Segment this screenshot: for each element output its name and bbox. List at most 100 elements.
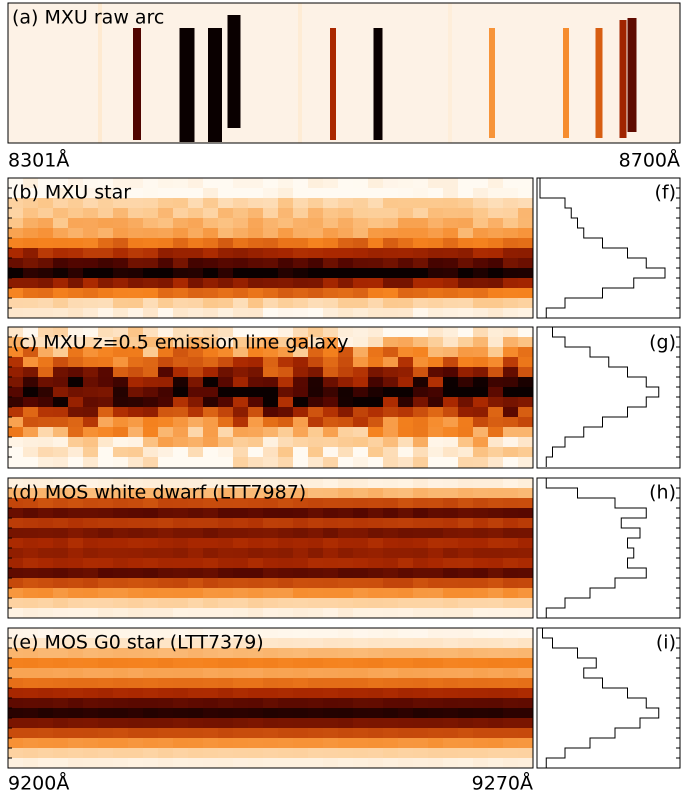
pixel: [338, 628, 354, 639]
pixel: [458, 718, 474, 729]
pixel: [413, 608, 429, 619]
pixel: [413, 238, 429, 249]
pixel: [503, 488, 519, 499]
pixel: [428, 698, 444, 709]
pixel: [398, 628, 414, 639]
pixel: [248, 628, 264, 639]
pixel: [128, 188, 144, 199]
pixel: [518, 518, 534, 529]
pixel: [458, 387, 474, 398]
pixel: [248, 377, 264, 388]
pixel: [293, 598, 309, 609]
pixel: [323, 178, 339, 189]
pixel: [263, 648, 279, 659]
pixel: [488, 248, 504, 259]
pixel: [113, 658, 129, 669]
pixel: [98, 208, 114, 219]
pixel: [8, 447, 24, 458]
pixel: [503, 327, 519, 338]
pixel: [38, 407, 54, 418]
pixel: [68, 558, 84, 569]
pixel: [38, 357, 54, 368]
pixel: [473, 568, 489, 579]
pixel: [248, 337, 264, 348]
pixel: [338, 218, 354, 229]
pixel: [53, 598, 69, 609]
pixel: [8, 588, 24, 599]
pixel: [488, 548, 504, 559]
pixel: [338, 538, 354, 549]
pixel: [383, 427, 399, 438]
pixel: [503, 397, 519, 408]
pixel: [218, 578, 234, 589]
pixel: [203, 387, 219, 398]
pixel: [188, 258, 204, 269]
pixel: [518, 488, 534, 499]
pixel: [293, 387, 309, 398]
pixel: [293, 488, 309, 499]
pixel: [263, 437, 279, 448]
pixel: [428, 738, 444, 749]
pixel: [323, 238, 339, 249]
pixel: [368, 218, 384, 229]
pixel: [443, 758, 459, 769]
pixel: [398, 488, 414, 499]
pixel: [173, 658, 189, 669]
pixel: [323, 508, 339, 519]
pixel: [128, 417, 144, 428]
pixel: [473, 668, 489, 679]
pixel: [233, 457, 249, 468]
pixel: [398, 437, 414, 448]
pixel: [188, 498, 204, 509]
pixel: [233, 288, 249, 299]
pixel: [98, 518, 114, 529]
pixel: [503, 568, 519, 579]
pixel: [353, 288, 369, 299]
pixel: [8, 598, 24, 609]
pixel: [98, 598, 114, 609]
pixel: [503, 357, 519, 368]
pixel: [338, 188, 354, 199]
pixel: [38, 688, 54, 699]
pixel: [443, 578, 459, 589]
pixel: [83, 218, 99, 229]
pixel: [473, 397, 489, 408]
pixel: [158, 668, 174, 679]
pixel: [158, 337, 174, 348]
pixel: [293, 357, 309, 368]
pixel: [383, 738, 399, 749]
pixel: [353, 588, 369, 599]
pixel: [338, 748, 354, 759]
pixel: [353, 397, 369, 408]
pixel: [203, 337, 219, 348]
pixel: [503, 528, 519, 539]
pixel: [218, 548, 234, 559]
pixel: [278, 447, 294, 458]
pixel: [368, 698, 384, 709]
pixel: [353, 357, 369, 368]
pixel: [203, 688, 219, 699]
pixel: [233, 488, 249, 499]
pixel: [38, 367, 54, 378]
pixel: [248, 668, 264, 679]
pixel: [53, 628, 69, 639]
pixel: [518, 638, 534, 649]
pixel: [293, 188, 309, 199]
pixel: [308, 628, 324, 639]
pixel: [53, 648, 69, 659]
pixel: [458, 337, 474, 348]
pixel: [263, 698, 279, 709]
pixel: [128, 298, 144, 309]
pixel: [68, 648, 84, 659]
pixel: [23, 268, 39, 279]
pixel: [293, 278, 309, 289]
pixel: [458, 288, 474, 299]
pixel: [248, 457, 264, 468]
pixel: [143, 367, 159, 378]
pixel: [278, 728, 294, 739]
pixel: [38, 628, 54, 639]
profile: [540, 627, 660, 768]
pixel: [413, 218, 429, 229]
pixel: [428, 258, 444, 269]
pixel: [188, 238, 204, 249]
